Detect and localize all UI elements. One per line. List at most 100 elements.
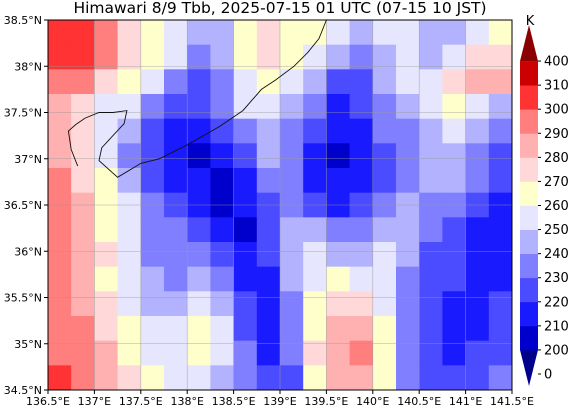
field-cell — [210, 266, 235, 292]
field-cell — [187, 44, 211, 70]
figure-title: Himawari 8/9 Tbb, 2025-07-15 01 UTC (07-… — [73, 0, 486, 17]
coastline-layer — [67, 20, 327, 178]
field-cell — [349, 217, 374, 243]
field-cell — [94, 266, 119, 292]
field-cell — [303, 316, 327, 342]
lon-tick-label: 136.5°E — [26, 395, 70, 408]
field-cell — [442, 266, 467, 292]
colorbar-tick-label: 220 — [544, 295, 569, 310]
field-cell — [140, 340, 165, 366]
field-cell — [372, 291, 397, 317]
field-cell — [48, 291, 72, 317]
field-cell — [419, 168, 443, 194]
field-cell — [396, 69, 420, 95]
field-cell — [117, 168, 142, 194]
field-cell — [71, 118, 95, 144]
field-cell — [465, 20, 490, 46]
field-cell — [164, 118, 188, 144]
field-cell — [48, 192, 72, 218]
field-cell — [303, 266, 327, 292]
field-cell — [164, 168, 188, 194]
lon-tick-label: 141°E — [449, 395, 482, 408]
field-cell — [303, 217, 327, 243]
field-cell — [140, 69, 165, 95]
field-cell — [48, 266, 72, 292]
field-cell — [488, 291, 512, 317]
field-cell — [465, 44, 490, 70]
field-cell — [94, 20, 119, 46]
colorbar-swatch — [520, 133, 538, 158]
field-cell — [140, 20, 165, 46]
field-cell — [71, 192, 95, 218]
field-cell — [396, 242, 420, 268]
field-cell — [94, 94, 119, 120]
field-cell — [187, 192, 211, 218]
field-cell — [280, 118, 304, 144]
field-cell — [396, 143, 420, 169]
colorbar-tick-label: 310 — [544, 79, 569, 94]
field-cell — [117, 20, 142, 46]
field-cell — [256, 20, 281, 46]
field-cell — [71, 291, 95, 317]
field-cell — [256, 291, 281, 317]
field-cell — [187, 291, 211, 317]
colorbar-tick-label: 250 — [544, 223, 569, 238]
field-cell — [465, 365, 490, 390]
field-cell — [94, 192, 119, 218]
field-cell — [442, 143, 467, 169]
field-cell — [187, 365, 211, 390]
field-cell — [488, 365, 512, 390]
field-cell — [488, 316, 512, 342]
field-cell — [48, 94, 72, 120]
lat-tick-label: 37.5°N — [4, 107, 42, 120]
lon-tick-label: 139.5°E — [304, 395, 348, 408]
colorbar-tick-label: 200 — [544, 343, 569, 358]
colorbar-tick-label: 0 — [544, 368, 552, 383]
field-cell — [233, 168, 258, 194]
field-cell — [396, 266, 420, 292]
field-cell — [442, 291, 467, 317]
colorbar-tick-label: 210 — [544, 319, 569, 334]
field-cell — [419, 143, 443, 169]
lat-tick-label: 36.5°N — [4, 199, 42, 212]
colorbar-tick-label: 300 — [544, 103, 569, 118]
field-cell — [280, 192, 304, 218]
field-cell — [164, 69, 188, 95]
field-cell — [419, 118, 443, 144]
field-cell — [256, 242, 281, 268]
field-cell — [94, 291, 119, 317]
field-cell — [303, 168, 327, 194]
field-cell — [233, 365, 258, 390]
colorbar-swatch — [520, 25, 538, 62]
field-cell — [71, 340, 95, 366]
field-cell — [349, 44, 374, 70]
field-cell — [233, 242, 258, 268]
field-cell — [71, 242, 95, 268]
field-cell — [419, 217, 443, 243]
field-cell — [94, 316, 119, 342]
field-cell — [396, 192, 420, 218]
field-cell — [303, 340, 327, 366]
field-cell — [349, 192, 374, 218]
field-cell — [326, 143, 351, 169]
field-cell — [419, 266, 443, 292]
field-cell — [488, 94, 512, 120]
field-cell — [187, 94, 211, 120]
field-cell — [419, 94, 443, 120]
field-cell — [488, 168, 512, 194]
field-cell — [303, 143, 327, 169]
field-cell — [326, 69, 351, 95]
field-cell — [210, 217, 235, 243]
field-cell — [164, 94, 188, 120]
field-cell — [372, 69, 397, 95]
field-cell — [210, 291, 235, 317]
colorbar-swatch — [520, 181, 538, 206]
field-cell — [71, 266, 95, 292]
field-cell — [256, 217, 281, 243]
field-cell — [465, 217, 490, 243]
field-cell — [488, 340, 512, 366]
field-cell — [117, 291, 142, 317]
lon-tick-label: 138°E — [170, 395, 203, 408]
field-cell — [280, 291, 304, 317]
field-cell — [442, 192, 467, 218]
